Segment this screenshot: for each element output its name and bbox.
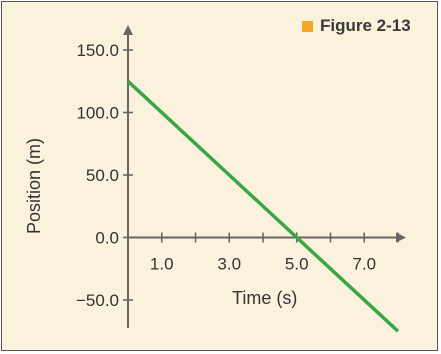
series — [126, 79, 400, 333]
figure-label-square-icon — [302, 20, 313, 32]
x-tick-label: 7.0 — [352, 255, 376, 274]
y-tick-label: 0.0 — [95, 229, 119, 248]
x-tick-label: 5.0 — [285, 255, 309, 274]
x-axis-title: Time (s) — [232, 288, 297, 308]
ticks: 1.0 3.0 5.0 7.0 150.0 100.0 50.0 0.0 −50.0 — [76, 41, 399, 310]
y-tick-label: 100.0 — [76, 104, 119, 123]
y-tick-label: −50.0 — [76, 291, 119, 310]
figure-label: Figure 2-13 — [302, 16, 411, 36]
y-tick-label: 150.0 — [76, 41, 119, 60]
figure-panel: Figure 2-13 — [1, 1, 438, 351]
axes — [123, 25, 406, 328]
figure-label-text: Figure 2-13 — [320, 16, 411, 35]
y-axis-arrow — [123, 25, 133, 35]
x-tick-label: 3.0 — [217, 255, 241, 274]
y-axis-title: Position (m) — [24, 138, 44, 234]
y-tick-label: 50.0 — [86, 166, 119, 185]
position-line — [126, 79, 400, 333]
x-tick-label: 1.0 — [150, 255, 174, 274]
